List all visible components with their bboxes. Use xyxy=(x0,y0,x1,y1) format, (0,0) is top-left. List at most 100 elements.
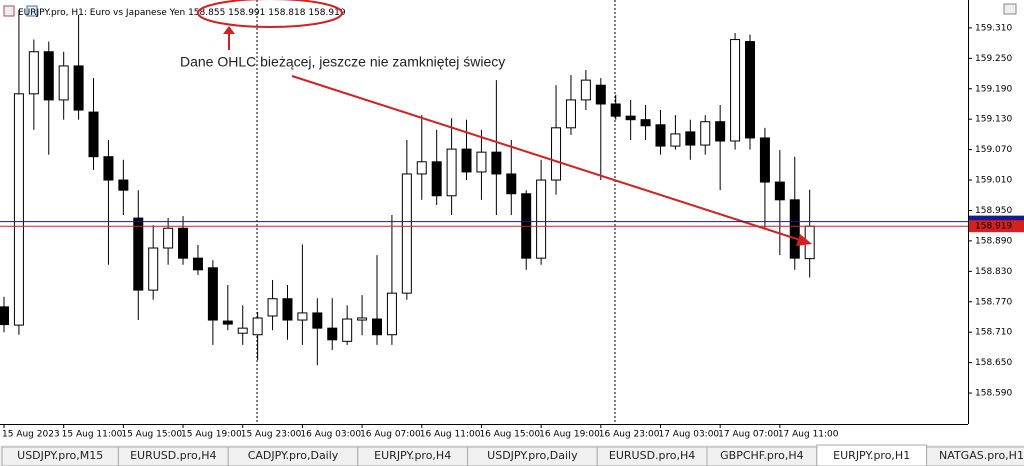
description: Euro vs Japanese Yen xyxy=(90,8,185,18)
x-tick-label: 17 Aug 11:00 xyxy=(778,430,839,440)
tabs: USDJPY.pro,M15 EURUSD.pro,H4 CADJPY.pro,Da… xyxy=(1,444,1024,466)
candle-body xyxy=(745,41,755,139)
candle-body xyxy=(685,131,696,146)
candle-body xyxy=(222,320,233,325)
candle-body xyxy=(0,306,9,326)
tab[interactable] xyxy=(926,446,1024,466)
candle-body xyxy=(431,161,442,197)
y-tick-label: 158.890 xyxy=(975,236,1012,246)
candle-body xyxy=(103,156,114,181)
candle-body xyxy=(715,121,726,142)
candle-body xyxy=(730,39,741,142)
candle-body xyxy=(759,137,770,183)
header: EURJPY.pro, H1: Euro vs Japanese Yen 158… xyxy=(18,8,346,18)
x-tick-label: 16 Aug 11:00 xyxy=(420,430,481,440)
candle-body xyxy=(88,111,99,158)
tab-label[interactable]: CADJPY.pro,Daily xyxy=(248,449,339,462)
symbol: EURJPY.pro, H1: xyxy=(18,8,87,18)
candle-body xyxy=(700,121,711,146)
candle-body xyxy=(163,227,174,249)
annotation-arrowhead xyxy=(223,26,235,34)
icon xyxy=(3,5,15,17)
candle-body xyxy=(282,298,293,321)
candle-body xyxy=(446,148,457,197)
x-tick-label: 15 Aug 15:00 xyxy=(121,430,182,440)
y-tick-label: 158.830 xyxy=(975,267,1012,277)
x-tick-label: 16 Aug 19:00 xyxy=(539,430,600,440)
bid-label-box xyxy=(969,220,1024,233)
annotation-arrow xyxy=(291,75,801,241)
annotation: Dane OHLC bieżącej, jeszcze nie zamknięt… xyxy=(180,54,505,70)
annotation-ellipse xyxy=(197,0,343,28)
y-tick-label: 159.130 xyxy=(975,115,1012,125)
x-tick-label: 15 Aug 2023 xyxy=(2,430,60,440)
candle-body xyxy=(625,115,636,121)
ohlc-close: 158.919 xyxy=(308,8,345,18)
candle-body xyxy=(252,317,263,336)
tab-label[interactable]: EURUSD.pro,H4 xyxy=(130,449,216,462)
candle-body xyxy=(237,327,248,334)
y-tick-label: 158.590 xyxy=(975,389,1012,399)
x-tick-label: 16 Aug 23:00 xyxy=(599,430,660,440)
y-tick-label: 158.650 xyxy=(975,358,1012,368)
candle-body xyxy=(774,181,785,201)
candle-body xyxy=(401,173,412,294)
candle-body xyxy=(416,161,427,175)
candle-body xyxy=(551,127,562,181)
annotation-arrowhead xyxy=(796,234,812,246)
candle-body xyxy=(670,133,681,147)
tab-label[interactable]: USDJPY.pro,Daily xyxy=(487,449,578,462)
candle-body xyxy=(789,199,800,259)
candle-body xyxy=(73,65,84,111)
ohlc-high: 158.991 xyxy=(228,8,265,18)
candle-body xyxy=(342,318,353,342)
candle-body xyxy=(461,148,472,173)
candle-body xyxy=(192,257,203,271)
x-tick-label: 15 Aug 19:00 xyxy=(181,430,242,440)
plot xyxy=(0,10,815,366)
candle-body xyxy=(178,227,189,259)
tab-label[interactable]: EURUSD.pro,H4 xyxy=(609,449,695,462)
candle-body xyxy=(58,65,69,101)
candle-body xyxy=(267,298,278,317)
candle-body xyxy=(536,179,547,259)
tab-label[interactable]: EURJPY.pro,H4 xyxy=(374,449,451,462)
candle-body xyxy=(580,79,591,101)
icon xyxy=(26,5,38,17)
y-tick-label: 159.190 xyxy=(975,84,1012,94)
x-tick-label: 16 Aug 15:00 xyxy=(479,430,540,440)
ask-label-box xyxy=(969,215,1024,222)
x-tick-label: 15 Aug 23:00 xyxy=(241,430,302,440)
candle-body xyxy=(357,317,368,321)
candle-body xyxy=(595,84,606,105)
tab-label[interactable]: EURJPY.pro,H1 xyxy=(833,449,910,462)
y-tick-label: 159.070 xyxy=(975,145,1012,155)
x-tick-label: 17 Aug 07:00 xyxy=(718,430,779,440)
x-tick-label: 15 Aug 11:00 xyxy=(62,430,123,440)
ohlc-low: 158.818 xyxy=(268,8,305,18)
candle-body xyxy=(207,267,218,321)
tab-label[interactable]: NATGAS.pro,H1 xyxy=(939,449,1024,462)
candle-body xyxy=(610,103,621,117)
y-tick-label: 158.770 xyxy=(975,297,1012,307)
y-tick-label: 159.250 xyxy=(975,54,1012,64)
candle-body xyxy=(372,318,382,336)
candle-body xyxy=(506,173,517,195)
x-tick-label: 16 Aug 03:00 xyxy=(300,430,361,440)
candle-body xyxy=(655,124,666,147)
candle-body xyxy=(133,217,144,291)
ohlc-open: 158.855 xyxy=(188,8,225,18)
candle-body xyxy=(327,327,338,341)
bid-label: 158.919 xyxy=(975,222,1012,232)
tab-label[interactable]: USDJPY.pro,M15 xyxy=(17,449,103,462)
y-tick-label: 158.950 xyxy=(975,206,1012,216)
y-tick-label: 158.710 xyxy=(975,328,1012,338)
y-tick-label: 159.310 xyxy=(975,23,1012,33)
candle-body xyxy=(565,99,576,129)
candle-body xyxy=(13,93,24,326)
candle-body xyxy=(43,51,54,101)
tab-label[interactable]: GBPCHF.pro,H4 xyxy=(720,449,803,462)
candle-body xyxy=(640,119,651,127)
candle-body xyxy=(491,151,502,175)
